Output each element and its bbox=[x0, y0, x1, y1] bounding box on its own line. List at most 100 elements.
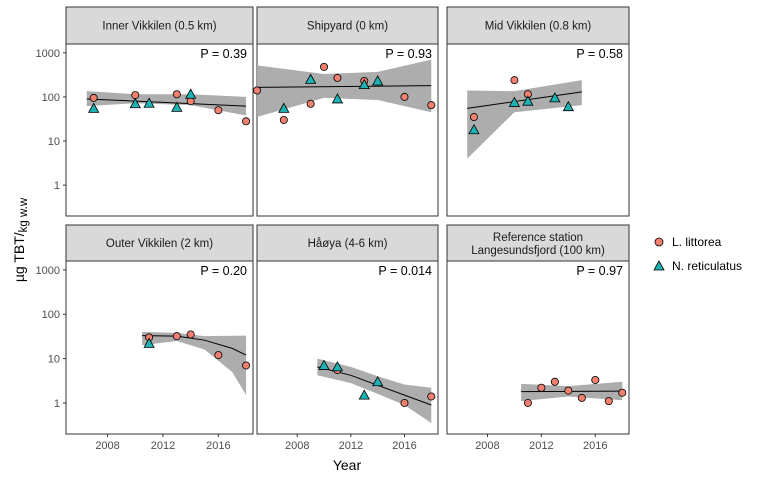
p-value-label: P = 0.93 bbox=[385, 47, 432, 61]
facet-title: Mid Vikkilen (0.8 km) bbox=[485, 21, 592, 33]
point-reticulatus bbox=[278, 102, 290, 113]
point-littorea bbox=[510, 76, 519, 85]
point-reticulatus bbox=[331, 361, 344, 372]
point-littorea bbox=[577, 393, 586, 402]
point-reticulatus bbox=[184, 88, 197, 99]
fit-line bbox=[467, 91, 582, 109]
point-littorea bbox=[242, 361, 251, 370]
point-reticulatus bbox=[171, 101, 183, 112]
confidence-band bbox=[86, 91, 247, 116]
point-reticulatus bbox=[331, 93, 344, 104]
y-tick-label: 100 bbox=[42, 92, 60, 104]
plot-panel bbox=[65, 43, 254, 217]
x-tick-label: 2016 bbox=[392, 440, 416, 452]
point-littorea bbox=[427, 392, 436, 401]
facet-strip bbox=[446, 224, 630, 262]
point-littorea bbox=[320, 62, 329, 71]
plot-panel bbox=[446, 260, 630, 435]
legend-triangle-icon bbox=[653, 260, 665, 271]
facet-strip bbox=[65, 6, 254, 45]
facet-title: Håøya (4-6 km) bbox=[308, 238, 388, 250]
legend-label-littorea: L. littorea bbox=[672, 235, 722, 249]
point-littorea bbox=[618, 388, 627, 397]
y-tick-label: 10 bbox=[48, 136, 60, 148]
facet-panel-2: Shipyard (0 km) P = 0.93 bbox=[252, 6, 439, 217]
point-littorea bbox=[186, 97, 195, 106]
point-reticulatus bbox=[318, 359, 330, 370]
point-littorea bbox=[523, 398, 532, 407]
point-littorea bbox=[550, 377, 559, 386]
confidence-band bbox=[317, 358, 432, 424]
point-reticulatus bbox=[143, 337, 155, 348]
facet-title: Shipyard (0 km) bbox=[307, 21, 388, 33]
point-littorea bbox=[469, 113, 478, 122]
legend: L. littorea N. reticulatus bbox=[652, 230, 742, 278]
legend-item-littorea: L. littorea bbox=[652, 230, 742, 254]
facet-strip bbox=[65, 224, 254, 262]
facet-title-line: Reference station bbox=[493, 232, 583, 244]
facet-panel-3: Mid Vikkilen (0.8 km) P = 0.58 bbox=[446, 6, 630, 217]
x-tick-label: 2012 bbox=[151, 440, 175, 452]
fit-line bbox=[142, 335, 247, 356]
x-tick-label: 2016 bbox=[206, 440, 230, 452]
point-littorea bbox=[214, 106, 223, 115]
facet-panel-4: Outer Vikkilen (2 km) P = 0.20 1 10 100 1000 2… bbox=[36, 224, 254, 452]
point-reticulatus bbox=[358, 389, 370, 400]
point-reticulatus bbox=[522, 95, 534, 106]
p-value-label: P = 0.97 bbox=[576, 264, 623, 278]
point-littorea bbox=[214, 351, 223, 360]
point-littorea bbox=[172, 332, 181, 341]
p-value-label: P = 0.58 bbox=[576, 47, 623, 61]
confidence-band bbox=[142, 331, 247, 396]
y-tick-label: 1 bbox=[54, 180, 60, 192]
point-littorea bbox=[427, 101, 436, 110]
point-littorea bbox=[333, 73, 342, 82]
x-tick-label: 2008 bbox=[475, 440, 499, 452]
point-reticulatus bbox=[143, 97, 155, 108]
p-value-label: P = 0.20 bbox=[200, 264, 247, 278]
confidence-band bbox=[257, 59, 432, 118]
point-littorea bbox=[604, 397, 613, 406]
point-reticulatus bbox=[549, 92, 561, 103]
y-tick-label: 100 bbox=[42, 309, 60, 321]
fit-line bbox=[256, 85, 432, 88]
facet-strip bbox=[256, 224, 439, 262]
legend-circle-icon bbox=[654, 237, 664, 247]
point-littorea bbox=[564, 386, 573, 395]
facet-title: Outer Vikkilen (2 km) bbox=[106, 238, 213, 250]
fit-line bbox=[86, 98, 247, 107]
x-axis-title: Year bbox=[333, 457, 362, 473]
point-reticulatus bbox=[129, 97, 141, 109]
point-littorea bbox=[172, 90, 181, 99]
facet-title-line: Langesundsfjord (100 km) bbox=[471, 245, 605, 257]
point-littorea bbox=[537, 383, 546, 392]
point-reticulatus bbox=[371, 375, 384, 387]
y-tick-label: 10 bbox=[48, 354, 60, 366]
point-reticulatus bbox=[508, 96, 521, 107]
faceted-scatter-chart: Inner Vikkilen (0.5 km) P = 0.39 1 10 100 100… bbox=[11, 6, 630, 473]
point-reticulatus bbox=[371, 75, 384, 86]
facet-panel-1: Inner Vikkilen (0.5 km) P = 0.39 1 10 100 100… bbox=[36, 6, 254, 217]
point-littorea bbox=[306, 99, 315, 108]
y-tick-label: 1000 bbox=[36, 265, 60, 277]
point-reticulatus bbox=[562, 100, 575, 112]
facet-title: Inner Vikkilen (0.5 km) bbox=[102, 21, 216, 33]
p-value-label: P = 0.014 bbox=[378, 264, 432, 278]
point-littorea bbox=[89, 93, 98, 102]
x-tick-label: 2008 bbox=[285, 440, 309, 452]
point-reticulatus bbox=[358, 78, 370, 90]
x-tick-label: 2008 bbox=[95, 440, 119, 452]
facet-panel-5: Håøya (4-6 km) P = 0.014 2008 2012 2016 bbox=[256, 224, 439, 452]
point-littorea bbox=[591, 375, 600, 384]
facet-strip bbox=[446, 6, 630, 45]
point-littorea bbox=[186, 330, 195, 339]
point-littorea bbox=[400, 398, 409, 407]
point-littorea bbox=[279, 115, 288, 124]
legend-label-reticulatus: N. reticulatus bbox=[672, 259, 743, 273]
x-tick-label: 2012 bbox=[529, 440, 553, 452]
point-littorea bbox=[242, 117, 251, 126]
p-value-label: P = 0.39 bbox=[200, 47, 247, 61]
y-axis-title: µg TBT/kg w.w bbox=[11, 197, 30, 282]
